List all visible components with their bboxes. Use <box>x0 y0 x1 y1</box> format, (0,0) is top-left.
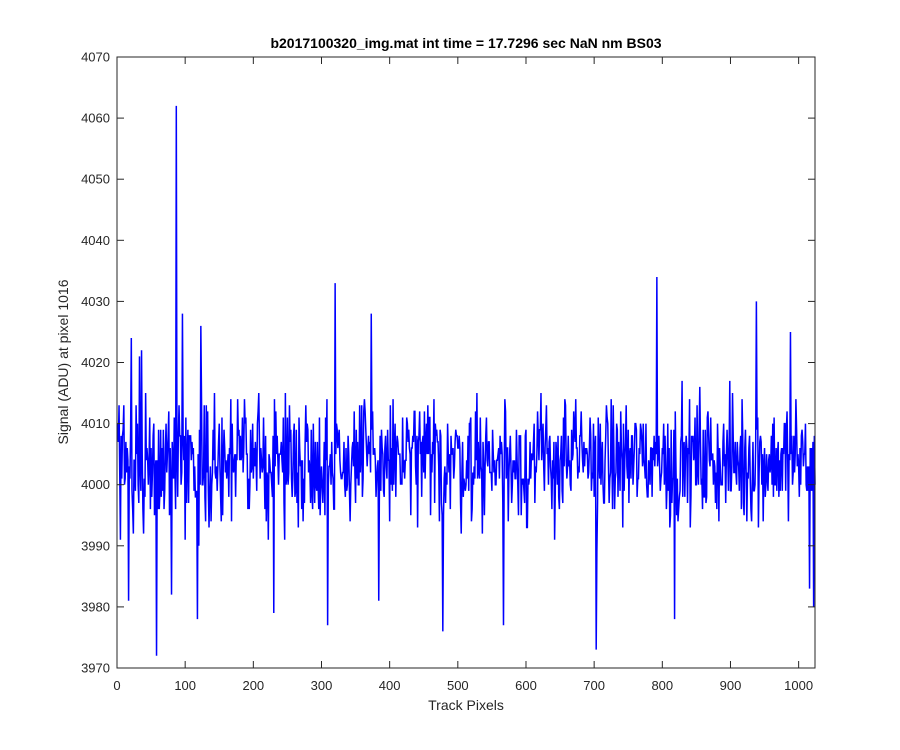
y-tick-label: 4020 <box>81 355 110 370</box>
chart-title: b2017100320_img.mat int time = 17.7296 s… <box>270 35 661 51</box>
series-layer <box>116 105 816 656</box>
y-tick-label: 4030 <box>81 294 110 309</box>
y-tick-label: 4070 <box>81 50 110 65</box>
x-tick-label: 500 <box>447 678 469 693</box>
x-axis: 0 100 200 300 400 500 600 700 800 900 1000 <box>113 57 813 693</box>
y-axis-title: Signal (ADU) at pixel 1016 <box>55 279 71 444</box>
x-tick-label: 300 <box>311 678 333 693</box>
x-tick-label: 700 <box>583 678 605 693</box>
signal-line <box>116 105 816 656</box>
x-axis-title: Track Pixels <box>428 697 504 713</box>
y-tick-label: 3990 <box>81 538 110 553</box>
y-tick-label: 4010 <box>81 416 110 431</box>
y-axis: 3970 3980 3990 4000 4010 4020 4030 4040 4050 4060… <box>81 50 815 676</box>
y-tick-label: 4050 <box>81 172 110 187</box>
x-tick-label: 400 <box>379 678 401 693</box>
x-tick-label: 100 <box>174 678 196 693</box>
y-tick-label: 4000 <box>81 477 110 492</box>
y-tick-label: 3980 <box>81 599 110 614</box>
y-tick-label: 4060 <box>81 111 110 126</box>
x-tick-label: 800 <box>651 678 673 693</box>
x-tick-label: 600 <box>515 678 537 693</box>
y-tick-label: 4040 <box>81 233 110 248</box>
y-tick-label: 3970 <box>81 661 110 676</box>
x-tick-label: 1000 <box>784 678 813 693</box>
x-tick-label: 200 <box>242 678 264 693</box>
x-tick-label: 900 <box>720 678 742 693</box>
plot-area <box>117 57 815 668</box>
x-tick-label: 0 <box>113 678 120 693</box>
